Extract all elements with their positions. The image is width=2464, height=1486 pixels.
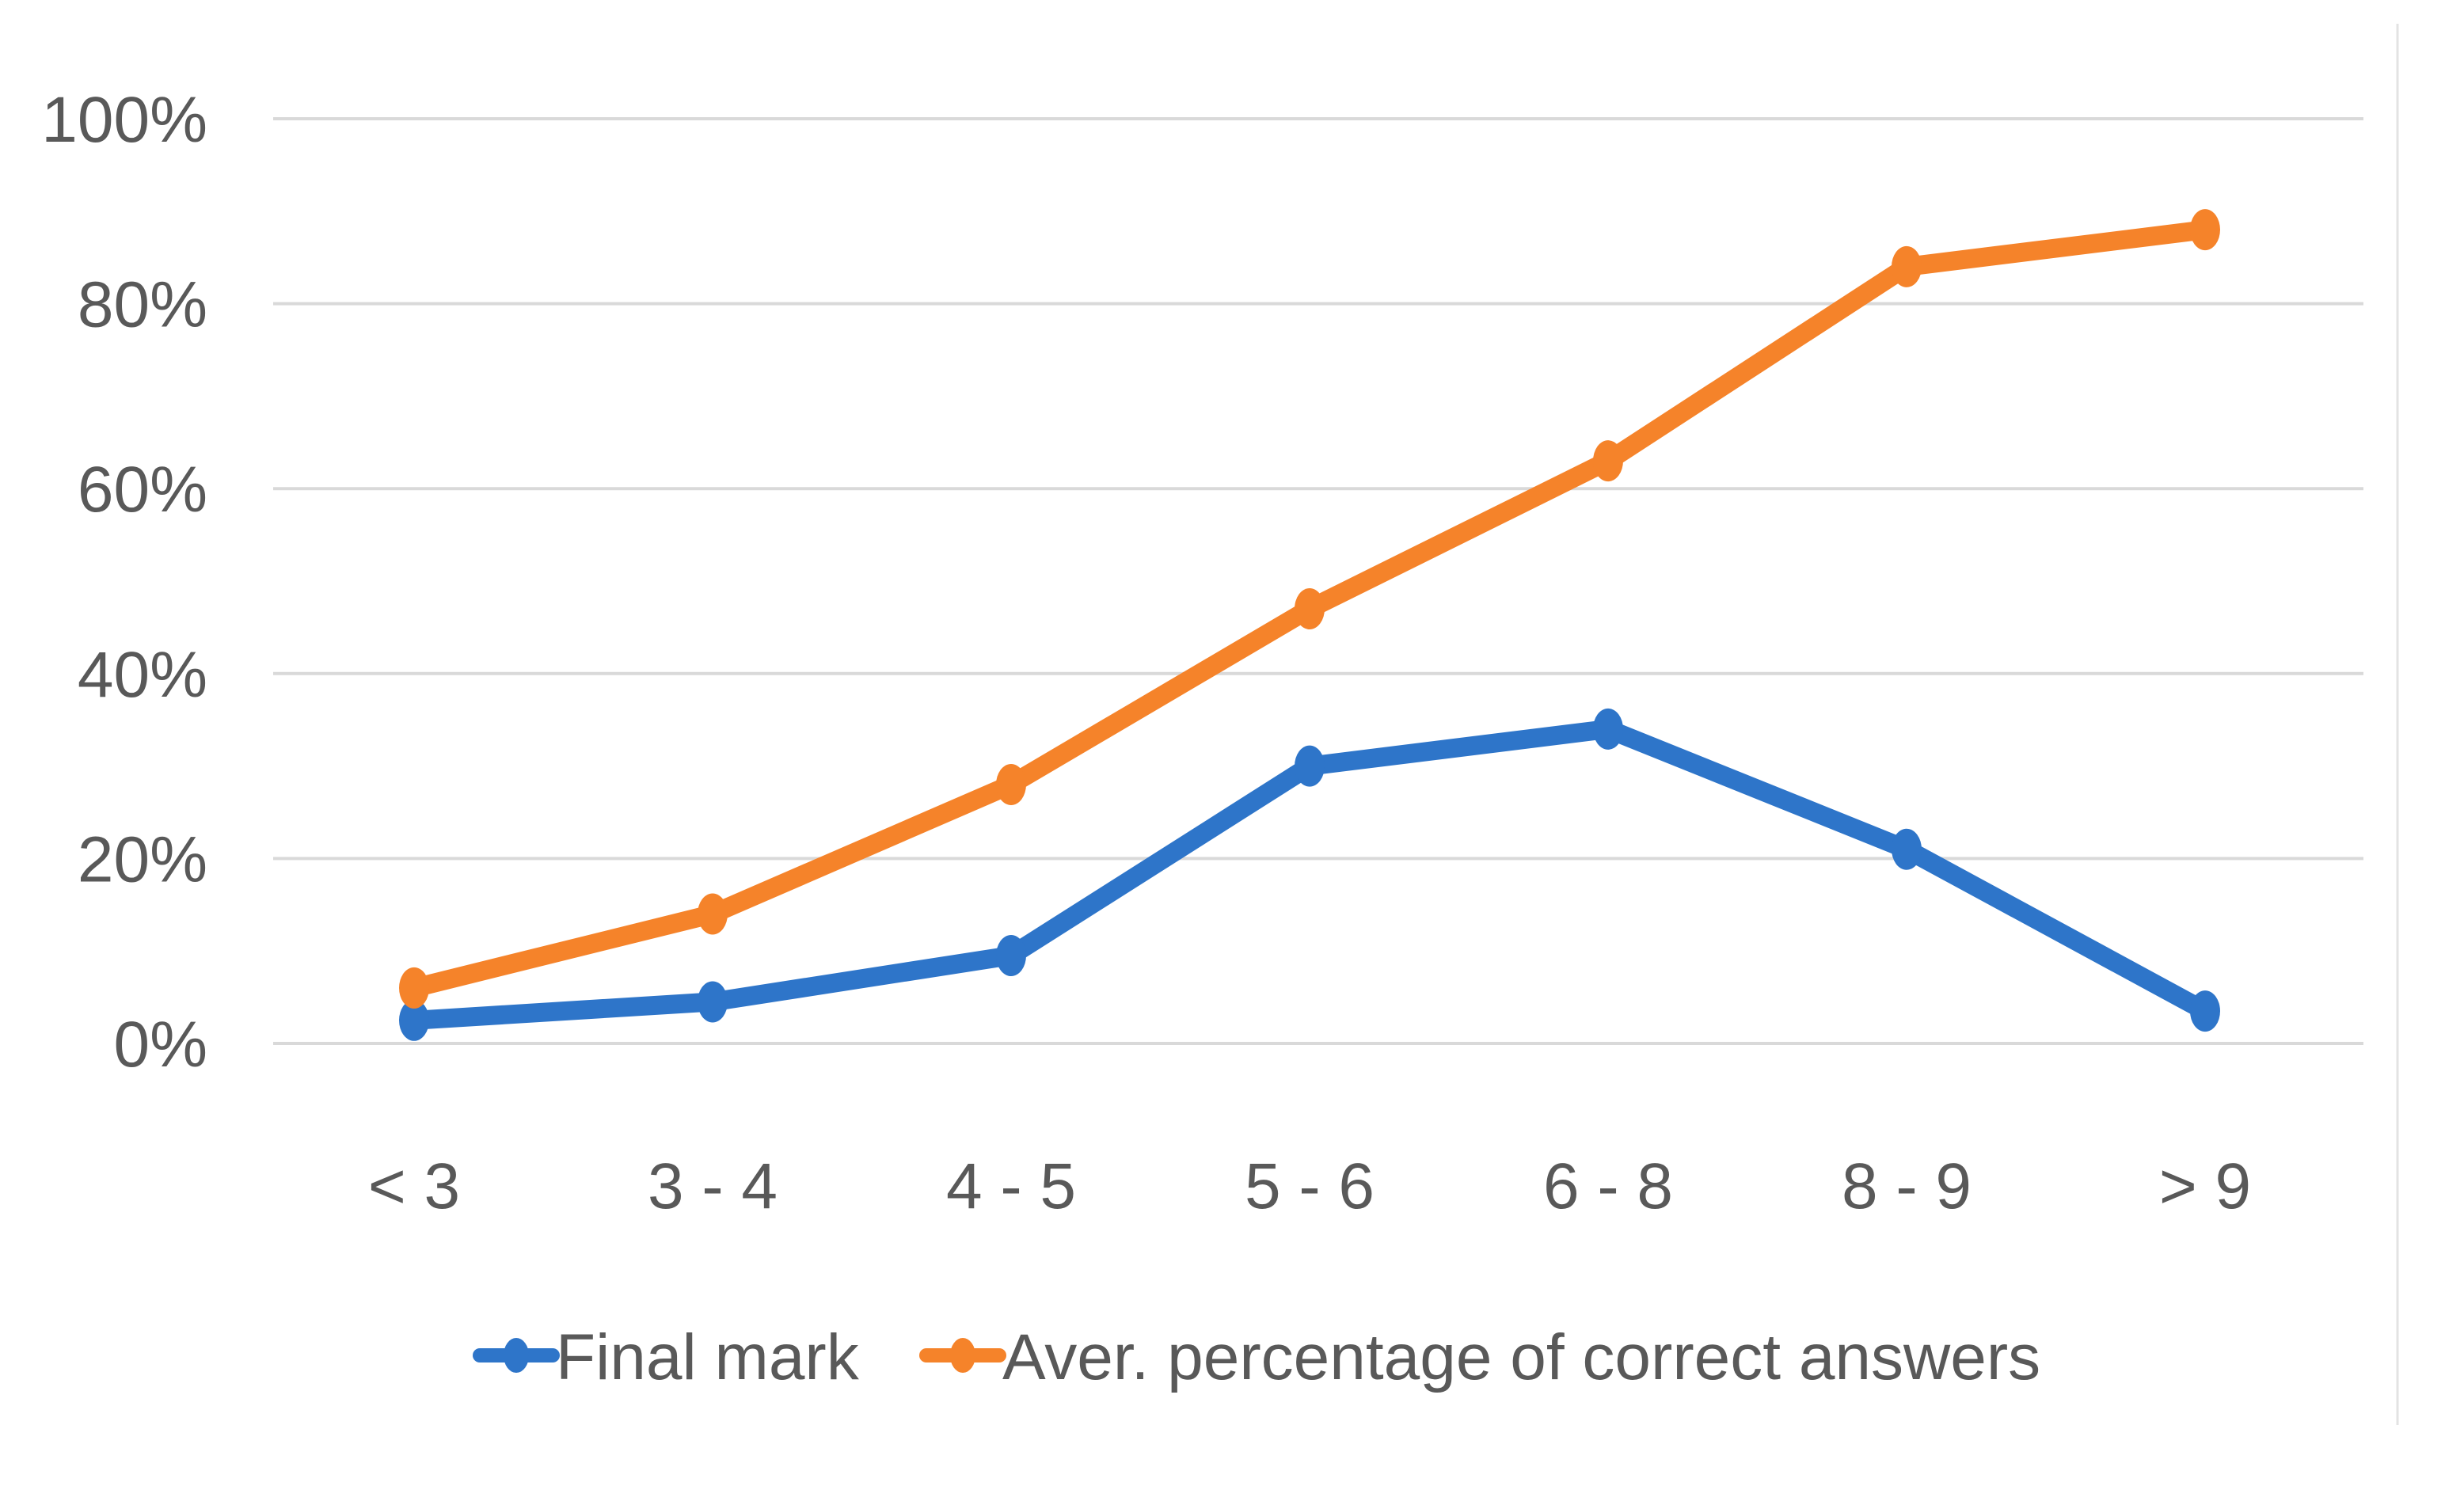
- data-point: [1593, 440, 1623, 482]
- data-point: [1295, 745, 1325, 787]
- series-lines: [399, 209, 2220, 1041]
- data-point: [996, 935, 1026, 977]
- y-tick-label: 80%: [78, 269, 207, 341]
- legend-entry: Final mark: [473, 1321, 860, 1393]
- y-tick-label: 100%: [41, 84, 207, 156]
- data-point: [698, 893, 728, 935]
- y-tick-label: 0%: [113, 1009, 207, 1081]
- legend-label: Final mark: [556, 1321, 860, 1393]
- y-tick-label: 40%: [78, 639, 207, 711]
- data-point: [1892, 828, 1922, 870]
- x-tick-label: < 3: [368, 1150, 460, 1222]
- data-point: [996, 763, 1026, 805]
- x-tick-label: 3 - 4: [648, 1150, 778, 1222]
- x-tick-label: 4 - 5: [946, 1150, 1076, 1222]
- gridlines: [273, 117, 2363, 1045]
- series-1: [399, 209, 2220, 1009]
- x-tick-label: 6 - 8: [1543, 1150, 1673, 1222]
- data-point: [2190, 990, 2220, 1032]
- data-point: [399, 967, 429, 1009]
- legend-label: Aver. percentage of correct answers: [1002, 1321, 2040, 1393]
- legend: Final mark Aver. percentage of correct an…: [473, 1321, 2040, 1393]
- legend-swatch-marker: [950, 1338, 975, 1373]
- y-axis-ticks: 0% 20% 40% 60% 80% 100%: [41, 84, 207, 1081]
- data-point: [698, 981, 728, 1023]
- y-tick-label: 20%: [78, 823, 207, 895]
- data-point: [1593, 708, 1623, 750]
- data-point: [1295, 588, 1325, 630]
- data-point: [399, 999, 429, 1041]
- legend-entry: Aver. percentage of correct answers: [919, 1321, 2040, 1393]
- series-0: [399, 708, 2220, 1041]
- x-tick-label: 8 - 9: [1842, 1150, 1972, 1222]
- x-tick-label: > 9: [2159, 1150, 2251, 1222]
- data-point: [1892, 245, 1922, 287]
- x-axis-ticks: < 3 3 - 4 4 - 5 5 - 6 6 - 8 8 - 9 > 9: [368, 1150, 2251, 1222]
- legend-swatch-marker: [504, 1338, 529, 1373]
- y-tick-label: 60%: [78, 454, 207, 526]
- x-tick-label: 5 - 6: [1245, 1150, 1375, 1222]
- data-point: [2190, 209, 2220, 251]
